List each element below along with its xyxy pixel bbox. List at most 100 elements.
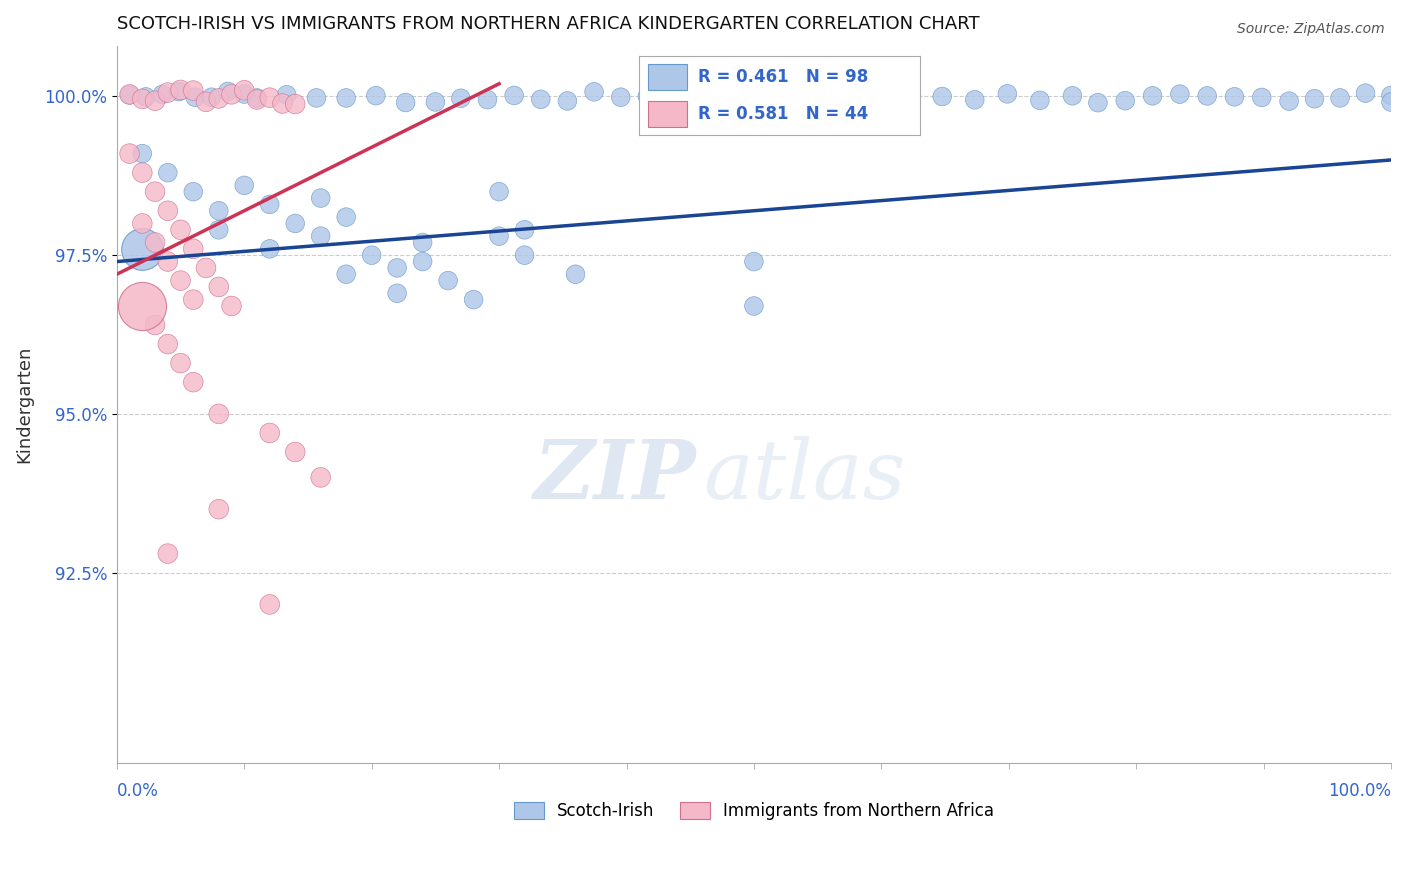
Point <box>364 88 387 103</box>
Point <box>564 267 586 281</box>
Point <box>208 203 231 218</box>
Point <box>156 86 179 100</box>
Point <box>450 91 472 105</box>
Point <box>208 407 231 421</box>
Point <box>689 91 711 105</box>
Point <box>221 87 243 102</box>
Point <box>1114 94 1136 108</box>
Point <box>513 223 536 237</box>
Point <box>963 93 986 107</box>
Point <box>150 87 173 102</box>
Point <box>477 93 499 107</box>
Point <box>246 91 269 105</box>
Point <box>169 274 191 288</box>
Point <box>181 293 204 307</box>
Point <box>425 95 447 109</box>
Point <box>169 83 191 97</box>
Point <box>143 235 166 250</box>
Point <box>181 84 204 98</box>
Point <box>156 254 179 268</box>
Point <box>931 89 953 103</box>
Point <box>259 598 281 612</box>
Point <box>742 93 765 107</box>
Point <box>583 85 606 99</box>
Point <box>169 356 191 370</box>
Point <box>742 254 765 268</box>
Point <box>208 502 231 516</box>
Point <box>335 210 357 224</box>
Text: SCOTCH-IRISH VS IMMIGRANTS FROM NORTHERN AFRICA KINDERGARTEN CORRELATION CHART: SCOTCH-IRISH VS IMMIGRANTS FROM NORTHERN… <box>117 15 980 33</box>
Point <box>1062 88 1084 103</box>
Point <box>195 95 218 109</box>
Point <box>385 286 408 301</box>
Point <box>259 197 281 211</box>
Point <box>1087 95 1109 110</box>
Point <box>131 166 153 180</box>
Point <box>305 91 328 105</box>
Point <box>233 83 256 97</box>
Point <box>143 318 166 332</box>
Point <box>131 146 153 161</box>
Point <box>259 425 281 440</box>
Point <box>284 445 307 459</box>
Text: atlas: atlas <box>703 436 905 516</box>
Point <box>716 89 738 103</box>
Point <box>412 235 434 250</box>
Point <box>309 191 332 205</box>
Point <box>866 91 889 105</box>
Point <box>1223 90 1246 104</box>
Point <box>437 274 460 288</box>
Point <box>995 87 1018 101</box>
Point <box>156 203 179 218</box>
Point <box>200 90 222 104</box>
Y-axis label: Kindergarten: Kindergarten <box>15 346 32 463</box>
Text: 100.0%: 100.0% <box>1329 782 1391 800</box>
Point <box>335 267 357 281</box>
Point <box>1168 87 1191 102</box>
Point <box>143 94 166 108</box>
Point <box>259 90 281 104</box>
Point <box>335 91 357 105</box>
Point <box>662 94 685 108</box>
Point <box>118 87 141 102</box>
Point <box>233 178 256 193</box>
Point <box>309 229 332 244</box>
Point <box>156 337 179 351</box>
Point <box>360 248 382 262</box>
Point <box>385 260 408 275</box>
Point <box>167 85 190 99</box>
Point <box>488 185 510 199</box>
Text: 0.0%: 0.0% <box>117 782 159 800</box>
Point <box>156 547 179 561</box>
Point <box>131 299 153 313</box>
Point <box>834 90 856 104</box>
Point <box>276 87 298 102</box>
Point <box>131 216 153 230</box>
Point <box>1354 86 1376 100</box>
Point <box>800 91 823 105</box>
Point <box>233 87 256 101</box>
Point <box>1329 91 1351 105</box>
Point <box>208 280 231 294</box>
Point <box>131 92 153 106</box>
Point <box>181 375 204 389</box>
Point <box>184 90 207 104</box>
Point <box>169 223 191 237</box>
Point <box>395 95 418 110</box>
Point <box>1278 94 1301 108</box>
Point <box>118 146 141 161</box>
Point <box>609 90 631 104</box>
Point <box>1303 92 1326 106</box>
Point <box>271 96 294 111</box>
Point <box>246 93 269 107</box>
Point <box>135 90 157 104</box>
Point <box>284 97 307 112</box>
Point <box>181 242 204 256</box>
Point <box>898 84 921 98</box>
Text: Source: ZipAtlas.com: Source: ZipAtlas.com <box>1237 22 1385 37</box>
Point <box>259 242 281 256</box>
Point <box>488 229 510 244</box>
Point <box>412 254 434 268</box>
Point <box>118 87 141 102</box>
Point <box>530 92 553 106</box>
